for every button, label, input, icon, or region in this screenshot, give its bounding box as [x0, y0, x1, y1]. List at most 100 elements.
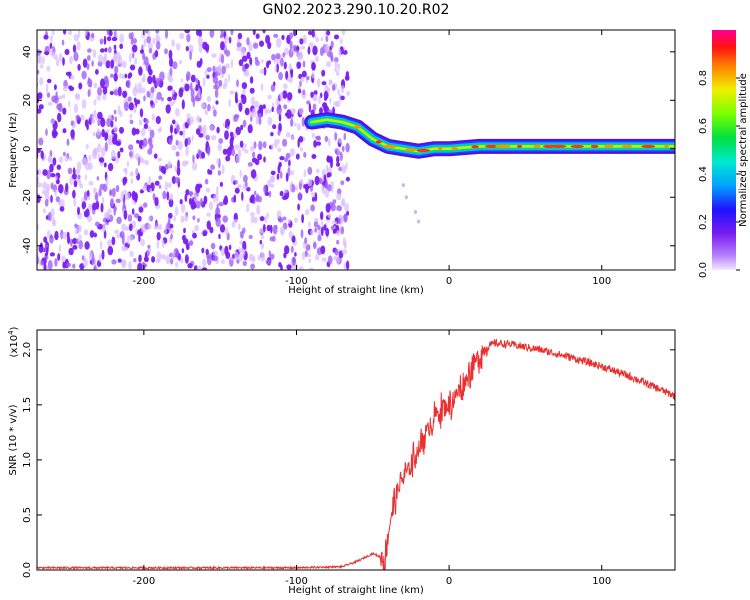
noise-point: [84, 30, 88, 37]
noise-point: [201, 247, 205, 254]
noise-point: [66, 138, 70, 146]
colorbar-ticks: 0.0 0.2 0.4 0.6 0.8: [698, 70, 740, 278]
noise-point: [51, 216, 55, 225]
noise-point: [338, 138, 342, 144]
noise-point: [307, 166, 313, 175]
noise-point: [68, 85, 73, 90]
noise-point: [304, 237, 308, 245]
noise-point: [282, 216, 287, 221]
noise-point: [260, 83, 264, 92]
noise-point: [155, 80, 159, 87]
noise-point: [224, 130, 229, 140]
noise-point: [404, 195, 408, 200]
noise-point: [336, 149, 341, 158]
noise-point: [158, 223, 163, 231]
noise-point: [114, 116, 118, 122]
noise-point: [154, 50, 159, 58]
noise-point: [106, 212, 111, 221]
track-hotspot: [641, 144, 656, 148]
noise-point: [119, 110, 123, 118]
noise-point: [305, 184, 309, 194]
noise-point: [127, 214, 133, 222]
noise-point: [340, 95, 345, 101]
noise-point: [52, 157, 57, 166]
noise-point: [301, 213, 304, 224]
noise-point: [83, 210, 88, 218]
noise-point: [233, 219, 238, 224]
noise-point: [297, 88, 302, 94]
noise-point: [335, 70, 340, 76]
noise-point: [283, 104, 288, 110]
noise-point: [111, 187, 116, 198]
bottom-y-axis-label: SNR (10 * v/v): [8, 404, 19, 475]
noise-point: [128, 32, 132, 40]
noise-point: [258, 140, 263, 151]
noise-point: [117, 258, 122, 263]
noise-point: [37, 151, 39, 160]
noise-point: [134, 193, 138, 203]
noise-point: [78, 82, 83, 90]
noise-point: [102, 93, 107, 101]
noise-point: [266, 108, 272, 114]
noise-point: [67, 30, 73, 36]
noise-point: [278, 161, 282, 168]
noise-point: [101, 249, 105, 260]
noise-point: [46, 65, 51, 72]
noise-point: [321, 220, 324, 226]
noise-point: [198, 88, 201, 98]
noise-point: [199, 57, 203, 66]
noise-point: [62, 85, 68, 92]
noise-point: [61, 255, 66, 264]
noise-point: [58, 102, 63, 113]
noise-point: [213, 194, 216, 204]
noise-point: [222, 215, 228, 223]
noise-point: [132, 44, 138, 53]
noise-point: [150, 86, 155, 94]
noise-point: [276, 173, 280, 180]
noise-point: [156, 91, 162, 101]
noise-point: [177, 140, 183, 151]
noise-point: [236, 42, 242, 48]
noise-point: [340, 226, 345, 235]
noise-point: [275, 53, 281, 60]
noise-point: [183, 227, 186, 234]
noise-point: [269, 175, 275, 183]
noise-point: [201, 267, 208, 270]
noise-point: [255, 115, 259, 125]
noise-point: [50, 173, 56, 178]
noise-point: [414, 209, 418, 214]
noise-point: [179, 130, 184, 136]
noise-point: [344, 202, 349, 212]
noise-point: [54, 230, 59, 241]
noise-point: [330, 203, 336, 212]
noise-point: [345, 260, 350, 270]
track-hotspot: [484, 144, 498, 148]
noise-point: [255, 59, 260, 66]
noise-point: [38, 137, 44, 146]
noise-point: [108, 136, 111, 147]
bottom-y-tick-label: 1.0: [22, 452, 33, 468]
noise-point: [281, 34, 285, 41]
noise-point: [76, 238, 79, 245]
noise-point: [130, 36, 134, 46]
noise-point: [115, 198, 121, 204]
noise-point: [82, 58, 88, 68]
track-hotspot: [621, 144, 633, 148]
noise-point: [244, 149, 249, 154]
noise-point: [242, 227, 246, 234]
noise-point: [113, 72, 118, 82]
noise-point: [128, 260, 132, 270]
noise-point: [91, 32, 95, 39]
noise-point: [215, 185, 219, 195]
noise-point: [313, 90, 318, 96]
noise-point: [337, 88, 340, 96]
noise-point: [82, 257, 88, 268]
noise-point: [272, 124, 277, 130]
noise-point: [274, 65, 278, 72]
noise-point: [144, 251, 148, 262]
noise-point: [208, 201, 214, 211]
noise-point: [224, 35, 230, 41]
top-x-tick-label: -200: [132, 276, 155, 287]
noise-point: [209, 226, 214, 234]
noise-point: [69, 55, 73, 65]
